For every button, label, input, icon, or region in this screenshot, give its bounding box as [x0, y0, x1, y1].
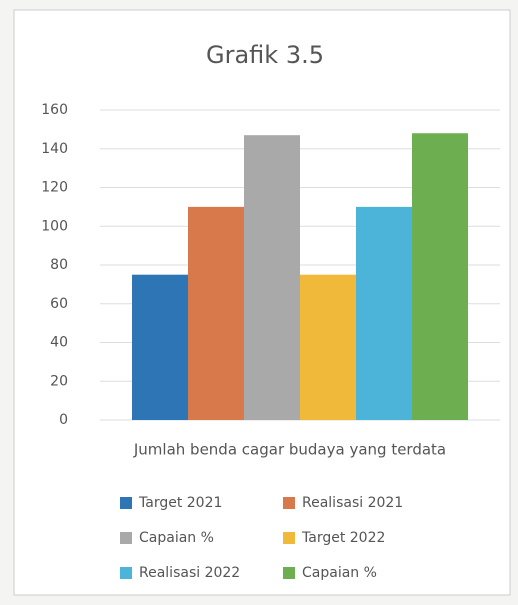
chart-title: Grafik 3.5 — [206, 41, 324, 69]
legend-swatch — [283, 567, 295, 579]
legend-swatch — [120, 567, 132, 579]
legend-label: Target 2021 — [138, 495, 222, 511]
legend-label: Capaian % — [139, 530, 214, 546]
y-tick-label: 140 — [41, 141, 68, 157]
bar — [132, 274, 188, 420]
y-tick-label: 0 — [59, 412, 68, 428]
y-tick-label: 120 — [41, 180, 68, 196]
bar — [356, 206, 412, 420]
bar — [300, 274, 356, 420]
bar — [412, 133, 468, 420]
legend-swatch — [120, 497, 132, 509]
x-tick-label: Jumlah benda cagar budaya yang terdata — [133, 441, 446, 459]
legend-label: Target 2022 — [301, 530, 385, 546]
y-tick-label: 100 — [41, 218, 68, 234]
y-tick-label: 160 — [41, 102, 68, 118]
y-tick-label: 20 — [50, 373, 68, 389]
bar — [188, 206, 244, 420]
y-tick-label: 60 — [50, 296, 68, 312]
legend-swatch — [283, 532, 295, 544]
bar — [244, 135, 300, 420]
y-tick-label: 40 — [50, 335, 68, 351]
legend-label: Realisasi 2022 — [139, 565, 240, 581]
legend-swatch — [283, 497, 295, 509]
legend-label: Capaian % — [302, 565, 377, 581]
y-tick-label: 80 — [50, 257, 68, 273]
legend-swatch — [120, 532, 132, 544]
legend-label: Realisasi 2021 — [302, 495, 403, 511]
